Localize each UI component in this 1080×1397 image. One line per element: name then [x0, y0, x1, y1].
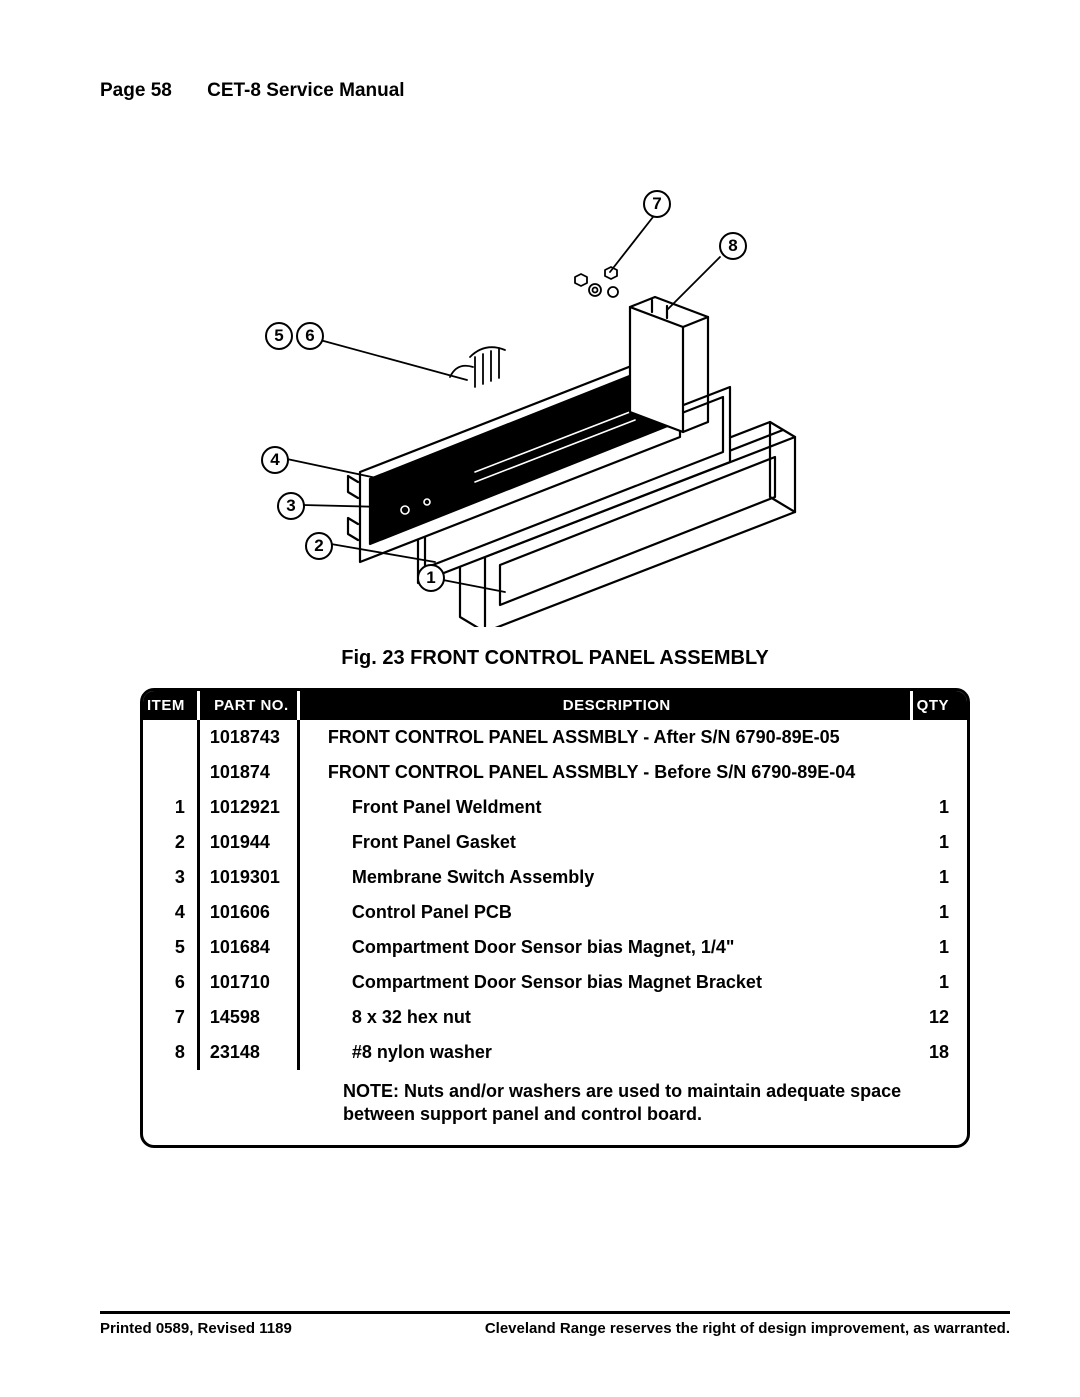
- cell-desc: Membrane Switch Assembly: [298, 860, 911, 895]
- cell-desc: Control Panel PCB: [298, 895, 911, 930]
- cell-desc: Compartment Door Sensor bias Magnet, 1/4…: [298, 930, 911, 965]
- table-row: 101874FRONT CONTROL PANEL ASSMBLY - Befo…: [143, 755, 967, 790]
- cell-desc: #8 nylon washer: [298, 1035, 911, 1070]
- cell-part: 14598: [198, 1000, 298, 1035]
- table-row: 7145988 x 32 hex nut12: [143, 1000, 967, 1035]
- cell-part: 23148: [198, 1035, 298, 1070]
- cell-desc: FRONT CONTROL PANEL ASSMBLY - After S/N …: [298, 720, 911, 755]
- col-header-part: PART NO.: [198, 691, 298, 720]
- callout-6: 6: [296, 322, 324, 350]
- col-header-desc: DESCRIPTION: [298, 691, 911, 720]
- cell-part: 101606: [198, 895, 298, 930]
- cell-desc: Compartment Door Sensor bias Magnet Brac…: [298, 965, 911, 1000]
- table-row: 1018743FRONT CONTROL PANEL ASSMBLY - Aft…: [143, 720, 967, 755]
- cell-item: 8: [143, 1035, 198, 1070]
- cell-item: 7: [143, 1000, 198, 1035]
- callout-7: 7: [643, 190, 671, 218]
- table-note-row: NOTE: Nuts and/or washers are used to ma…: [143, 1070, 967, 1145]
- page-header: Page 58 CET-8 Service Manual: [100, 80, 1010, 102]
- callout-4: 4: [261, 446, 289, 474]
- cell-item: [143, 720, 198, 755]
- cell-desc: FRONT CONTROL PANEL ASSMBLY - Before S/N…: [298, 755, 911, 790]
- callout-8: 8: [719, 232, 747, 260]
- table-row: 823148#8 nylon washer18: [143, 1035, 967, 1070]
- cell-item: 2: [143, 825, 198, 860]
- table-row: 11012921Front Panel Weldment1: [143, 790, 967, 825]
- cell-desc: Front Panel Weldment: [298, 790, 911, 825]
- table-header-row: ITEM PART NO. DESCRIPTION QTY: [143, 691, 967, 720]
- callout-5: 5: [265, 322, 293, 350]
- cell-qty: 1: [911, 965, 967, 1000]
- figure-caption: Fig. 23 FRONT CONTROL PANEL ASSEMBLY: [100, 647, 1010, 670]
- callout-1: 1: [417, 564, 445, 592]
- table-row: 5101684Compartment Door Sensor bias Magn…: [143, 930, 967, 965]
- cell-item: 3: [143, 860, 198, 895]
- callout-2: 2: [305, 532, 333, 560]
- footer-left: Printed 0589, Revised 1189: [100, 1320, 292, 1337]
- cell-qty: 18: [911, 1035, 967, 1070]
- cell-qty: 1: [911, 930, 967, 965]
- table-row: 4101606Control Panel PCB1: [143, 895, 967, 930]
- table-row: 2101944Front Panel Gasket1: [143, 825, 967, 860]
- cell-desc: 8 x 32 hex nut: [298, 1000, 911, 1035]
- exploded-diagram: 1 23 4 56 7 8: [175, 162, 935, 627]
- cell-item: 4: [143, 895, 198, 930]
- footer-right: Cleveland Range reserves the right of de…: [485, 1320, 1010, 1337]
- cell-item: 6: [143, 965, 198, 1000]
- diagram-svg: [175, 162, 935, 627]
- page-number: Page 58: [100, 80, 172, 101]
- cell-item: 1: [143, 790, 198, 825]
- table-note: NOTE: Nuts and/or washers are used to ma…: [143, 1070, 967, 1145]
- cell-desc: Front Panel Gasket: [298, 825, 911, 860]
- cell-qty: 1: [911, 825, 967, 860]
- cell-part: 101944: [198, 825, 298, 860]
- callout-3: 3: [277, 492, 305, 520]
- cell-part: 101874: [198, 755, 298, 790]
- cell-qty: [911, 720, 967, 755]
- cell-qty: 1: [911, 895, 967, 930]
- parts-table: ITEM PART NO. DESCRIPTION QTY 1018743FRO…: [140, 688, 970, 1148]
- cell-part: 101710: [198, 965, 298, 1000]
- manual-title: CET-8 Service Manual: [207, 80, 404, 101]
- cell-part: 1012921: [198, 790, 298, 825]
- cell-qty: [911, 755, 967, 790]
- cell-part: 1019301: [198, 860, 298, 895]
- cell-part: 1018743: [198, 720, 298, 755]
- cell-qty: 12: [911, 1000, 967, 1035]
- cell-part: 101684: [198, 930, 298, 965]
- page-footer: Printed 0589, Revised 1189 Cleveland Ran…: [100, 1311, 1010, 1337]
- table-row: 31019301Membrane Switch Assembly1: [143, 860, 967, 895]
- col-header-qty: QTY: [911, 691, 967, 720]
- cell-qty: 1: [911, 860, 967, 895]
- col-header-item: ITEM: [143, 691, 198, 720]
- cell-item: 5: [143, 930, 198, 965]
- cell-qty: 1: [911, 790, 967, 825]
- table-row: 6101710Compartment Door Sensor bias Magn…: [143, 965, 967, 1000]
- cell-item: [143, 755, 198, 790]
